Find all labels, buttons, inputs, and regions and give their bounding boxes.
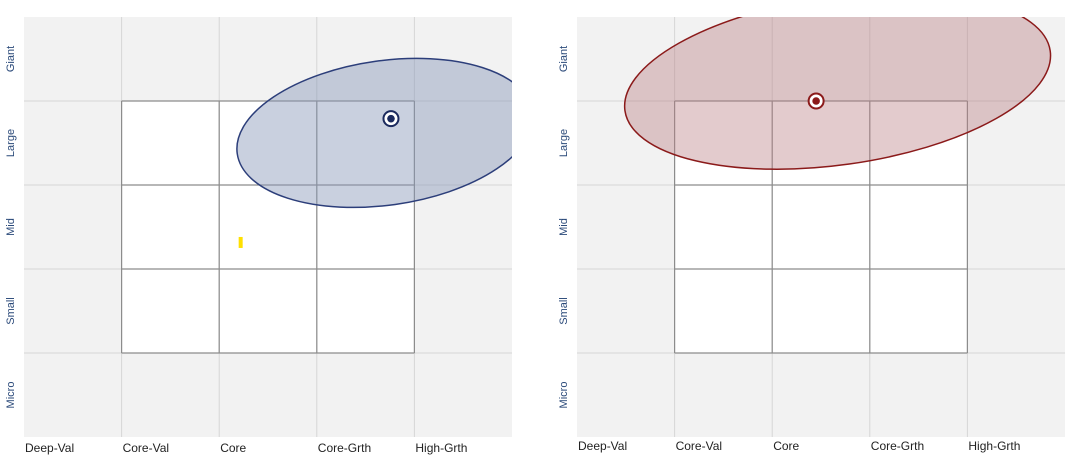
x-tick-label: Core-Val [676,439,722,453]
x-tick-label: High-Grth [415,441,467,455]
style-zone [674,101,968,353]
style-zone [121,101,415,353]
y-tick-label: Large [5,129,17,157]
y-tick-label: Large [558,129,570,157]
ellipse-group [623,17,1052,170]
y-tick-label: Small [5,297,17,325]
y-tick-label: Micro [558,382,570,409]
ownership-ellipse [623,17,1052,170]
centroid-dot [387,114,395,123]
y-tick-label: Giant [558,46,570,72]
x-tick-label: Core-Grth [318,441,371,455]
x-tick-label: Core [220,441,246,455]
ownership-ellipse [236,57,512,209]
centroid-dot [812,97,820,105]
style-box-chart-right: Deep-Val Core-Val Core Core-Grth High-Grth Gi… [553,0,1068,463]
y-tick-label: Mid [5,218,17,236]
y-tick-label: Mid [558,218,570,236]
style-box-chart-left: Deep-Val Core-Val Core Core-Grth High-Grth Gi… [0,0,530,463]
y-tick-label: Giant [5,46,17,72]
chart-svg-left: Deep-Val Core-Val Core Core-Grth High-Grth Gi… [5,17,512,455]
x-tick-label: Deep-Val [578,439,627,453]
ellipse-group [236,57,512,209]
chart-svg-right: Deep-Val Core-Val Core Core-Grth High-Grth Gi… [558,17,1065,453]
x-tick-label: Core-Val [123,441,169,455]
x-tick-label: Core-Grth [871,439,924,453]
y-tick-label: Small [558,297,570,325]
x-tick-label: Core [773,439,799,453]
x-tick-label: Deep-Val [25,441,74,455]
y-tick-label: Micro [5,382,17,409]
fund-marker [238,236,243,248]
x-tick-label: High-Grth [968,439,1020,453]
